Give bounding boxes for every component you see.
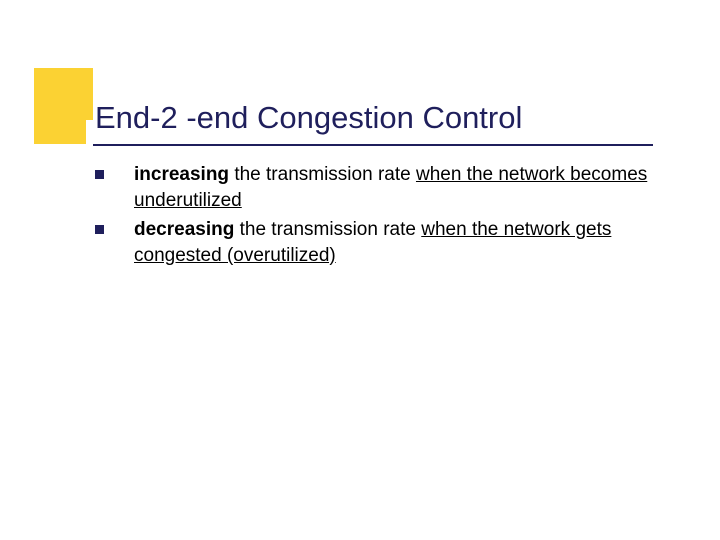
bullet-square-icon	[95, 225, 104, 234]
list-item: increasing the transmission rate when th…	[95, 162, 655, 213]
title-divider	[93, 144, 653, 146]
bullet-mid: the transmission rate	[229, 164, 416, 185]
bullet-lead-bold: increasing	[134, 164, 229, 185]
accent-box-lower	[34, 119, 86, 144]
bullet-list: increasing the transmission rate when th…	[95, 162, 655, 273]
bullet-square-icon	[95, 170, 104, 179]
slide-title: End-2 -end Congestion Control	[95, 100, 522, 136]
list-item: decreasing the transmission rate when th…	[95, 217, 655, 268]
bullet-text: decreasing the transmission rate when th…	[134, 217, 655, 268]
bullet-text: increasing the transmission rate when th…	[134, 162, 655, 213]
accent-box-upper	[34, 68, 93, 120]
bullet-mid: the transmission rate	[234, 219, 421, 240]
bullet-lead-bold: decreasing	[134, 219, 234, 240]
